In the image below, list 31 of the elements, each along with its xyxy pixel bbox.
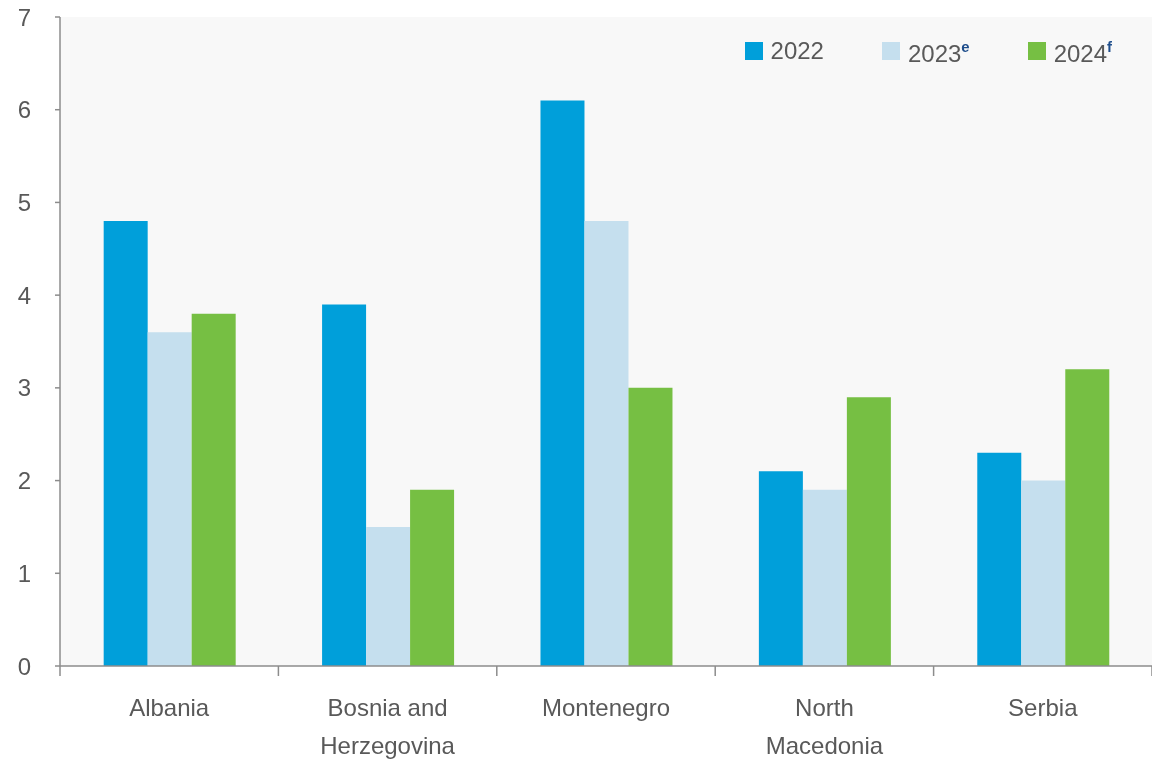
y-tick-label: 1 xyxy=(17,559,31,587)
legend-label: 2024$^{f}$ xyxy=(1053,38,1112,69)
legend-label: 2023$^{e}$ xyxy=(907,38,970,69)
y-tick-label: 4 xyxy=(17,281,31,309)
legend-label: 2022 xyxy=(770,36,824,65)
bar xyxy=(322,304,367,666)
bar xyxy=(147,332,192,666)
bar xyxy=(584,220,629,666)
y-tick-label: 0 xyxy=(17,652,31,680)
x-tick-label: Albania xyxy=(129,694,210,721)
bar xyxy=(1021,480,1066,666)
bar xyxy=(103,220,148,666)
y-tick-label: 7 xyxy=(17,3,31,31)
bar xyxy=(1065,369,1110,666)
y-tick-label: 3 xyxy=(17,374,31,402)
bar xyxy=(628,387,673,666)
y-tick-label: 2 xyxy=(17,467,31,495)
bar xyxy=(802,489,847,666)
x-tick-label: North Macedonia xyxy=(765,694,884,759)
y-tick-label: 5 xyxy=(17,188,31,216)
bar xyxy=(758,471,803,666)
bar xyxy=(540,100,585,666)
bar xyxy=(977,452,1022,666)
x-tick-label: Montenegro xyxy=(541,694,671,721)
bar xyxy=(410,489,455,666)
y-tick-label: 6 xyxy=(17,96,31,124)
bar xyxy=(366,526,411,666)
x-tick-label: Serbia xyxy=(1008,694,1079,721)
x-tick-label: Bosnia and Herzegovina xyxy=(320,694,456,759)
bar xyxy=(191,313,236,666)
bar xyxy=(846,397,891,666)
